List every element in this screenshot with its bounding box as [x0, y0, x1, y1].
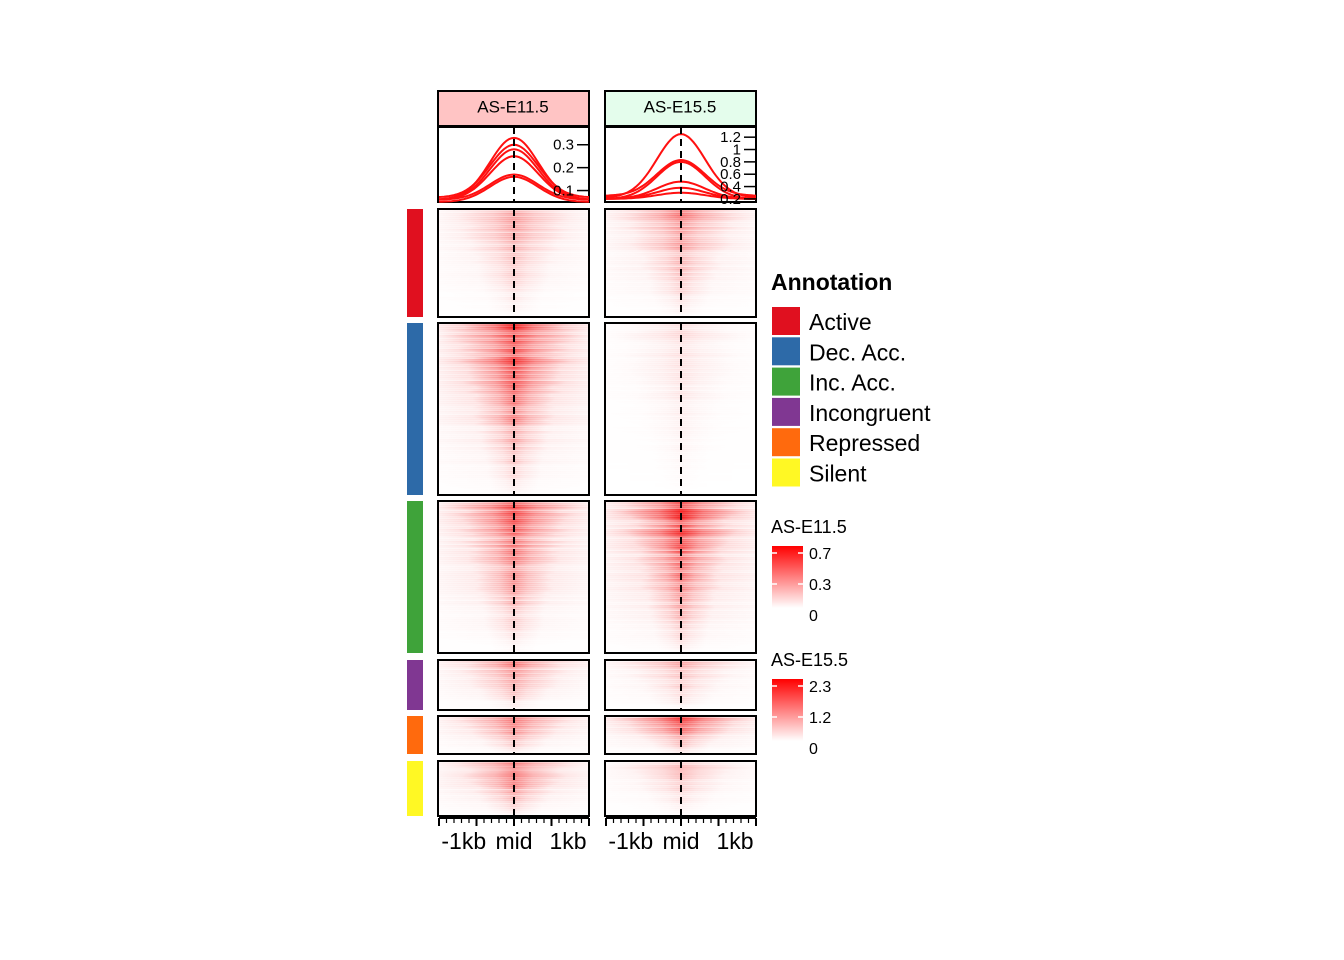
legend-label: Repressed: [809, 430, 920, 456]
profile-plot-col-0: 0.3 0.2 0.1: [437, 126, 590, 203]
heatmap-panel-incongruent-col-0: [437, 659, 590, 711]
profile-line-inc-acc-: [605, 133, 757, 199]
profile-line-repressed: [438, 173, 590, 201]
annotation-bar-silent: [407, 761, 423, 816]
legend-label: Active: [809, 309, 872, 335]
heatmap-panel-dec-acc--col-0: [437, 322, 590, 496]
profile-y-tick-label: 0.1: [553, 183, 574, 200]
color-legend-tick-label: 2.3: [809, 679, 831, 696]
legend-swatch: [772, 367, 800, 396]
heatmap-panel-incongruent-col-1: [604, 659, 757, 711]
x-tick-label: -1kb: [441, 828, 486, 854]
header-label-col-1: AS-E15.5: [644, 97, 717, 116]
legend-item-silent: Silent: [772, 458, 867, 487]
heatmap-panel-active-col-1: [604, 208, 757, 318]
x-tick-label: -1kb: [608, 828, 653, 854]
profile-plot-col-1: 1.210.80.60.40.2: [604, 126, 757, 208]
profile-y-tick-label: 0.2: [720, 191, 741, 208]
legend-item-repressed: Repressed: [772, 428, 920, 457]
profile-line-active: [605, 158, 757, 197]
x-tick-label: mid: [495, 828, 532, 854]
legend-swatch: [772, 458, 800, 487]
legend-label: Silent: [809, 461, 867, 487]
annotation-bar-dec-acc-: [407, 323, 423, 495]
legend-item-dec-acc-: Dec. Acc.: [772, 337, 906, 366]
annotation-bar-active: [407, 209, 423, 317]
legend-label: Incongruent: [809, 400, 931, 426]
profile-y-tick-label: 0.8: [720, 154, 741, 171]
profile-y-tick-label: 1: [733, 142, 741, 159]
profile-line-active: [438, 136, 590, 201]
x-tick-label: mid: [662, 828, 699, 854]
heatmap-panel-silent-col-0: [437, 760, 590, 817]
legend-item-inc-acc-: Inc. Acc.: [772, 367, 896, 396]
heatmap-panel-inc-acc--col-0: [437, 500, 590, 654]
x-tick-label: 1kb: [716, 828, 753, 854]
legend-item-incongruent: Incongruent: [772, 397, 931, 426]
color-legend-tick-label: 0: [809, 608, 818, 625]
profile-y-tick-label: 0.2: [553, 160, 574, 177]
color-legend-tick-label: 0: [809, 741, 818, 758]
color-legend-tick-label: 0.7: [809, 546, 831, 563]
profile-y-tick-label: 1.2: [720, 129, 741, 146]
legend-item-active: Active: [772, 307, 872, 335]
annotation-bar-repressed: [407, 716, 423, 754]
heatmap-panels: [437, 208, 757, 817]
legend-swatch: [772, 307, 800, 335]
heatmap-panel-silent-col-1: [604, 760, 757, 817]
legend-swatch: [772, 428, 800, 457]
color-legend-tick-label: 0.3: [809, 577, 831, 594]
color-legend-title: AS-E11.5: [771, 517, 847, 537]
color-legend-bar: [772, 546, 803, 608]
annotation-bar-inc-acc-: [407, 501, 423, 653]
heatmap-panel-active-col-0: [437, 208, 590, 318]
header-label-col-0: AS-E11.5: [477, 97, 549, 116]
annotation-bar-incongruent: [407, 660, 423, 710]
x-axis-col-0: -1kb mid 1kb: [438, 817, 590, 854]
column-headers: AS-E11.5 AS-E15.5: [437, 90, 757, 127]
color-legend-bar: [772, 679, 803, 741]
heatmap-panel-repressed-col-1: [604, 715, 757, 755]
header-box-col-0: [437, 90, 590, 127]
heatmap-panel-repressed-col-0: [437, 715, 590, 755]
x-axis: -1kb mid 1kb -1kb mid 1kb: [438, 817, 757, 854]
color-legend-tick-label: 1.2: [809, 710, 831, 727]
x-tick-label: 1kb: [549, 828, 586, 854]
profile-y-tick-label: 0.4: [720, 179, 741, 196]
legend-label: Dec. Acc.: [809, 339, 906, 365]
annotation-bar: [407, 209, 423, 816]
color-legend-as-e15-5: AS-E15.5 2.3 1.2 0: [771, 650, 848, 758]
legend-swatch: [772, 397, 800, 426]
color-legend-title: AS-E15.5: [771, 650, 848, 670]
profile-line-repressed: [605, 160, 757, 200]
legend-label: Inc. Acc.: [809, 370, 896, 396]
color-legends: AS-E11.5 0.7 0.3 0 AS-E15.5 2.3 1.2 0: [771, 517, 848, 758]
annotation-legend: Annotation Active Dec. Acc. Inc. Acc. Incon…: [771, 269, 931, 487]
heatmap-panel-inc-acc--col-1: [604, 500, 757, 654]
color-legend-as-e11-5: AS-E11.5 0.7 0.3 0: [771, 517, 847, 625]
profile-y-tick-label: 0.6: [720, 166, 741, 183]
heatmap-panel-dec-acc--col-1: [604, 322, 757, 496]
x-axis-col-1: -1kb mid 1kb: [605, 817, 757, 854]
legend-swatch: [772, 337, 800, 366]
annotation-legend-title: Annotation: [771, 269, 892, 295]
profile-y-tick-label: 0.3: [553, 137, 574, 154]
profile-plots: 0.30.20.11.210.80.60.40.2: [437, 126, 757, 208]
